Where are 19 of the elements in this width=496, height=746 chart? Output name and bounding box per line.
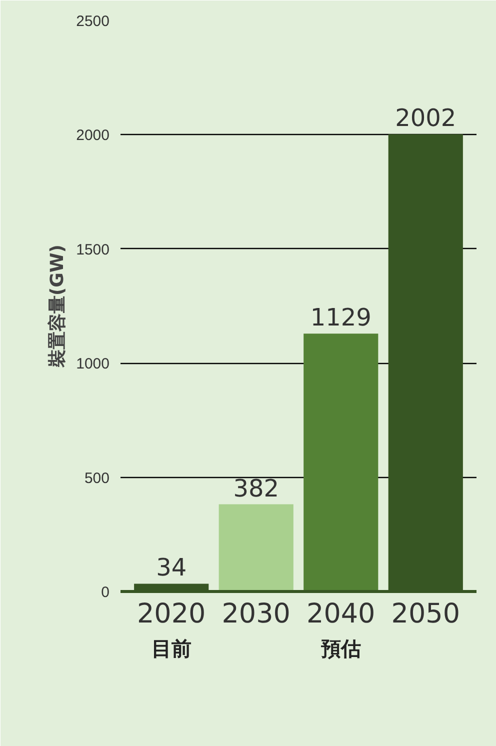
data-label: 382 [233, 474, 280, 502]
y-tick-label: 500 [84, 470, 110, 487]
data-label: 2002 [395, 104, 456, 132]
x-tick-label: 2030 [222, 598, 290, 630]
y-tick-label: 1000 [76, 356, 110, 373]
y-tick-label: 1500 [76, 241, 110, 258]
bar [218, 504, 294, 592]
y-axis-title: 裝置容量(GW) [47, 244, 68, 369]
x-tick-label: 2050 [391, 598, 460, 630]
bar [304, 334, 378, 592]
text: 目前 [151, 636, 192, 660]
y-tick-label: 0 [101, 584, 110, 601]
x-tick-label: 2020 [137, 598, 206, 630]
data-label: 1129 [310, 304, 372, 332]
x-tick-label: 2040 [306, 598, 376, 630]
y-tick-label: 2500 [76, 13, 110, 30]
text: 預估 [320, 636, 361, 660]
y-tick-label: 2000 [76, 127, 110, 144]
data-label: 34 [156, 554, 187, 582]
